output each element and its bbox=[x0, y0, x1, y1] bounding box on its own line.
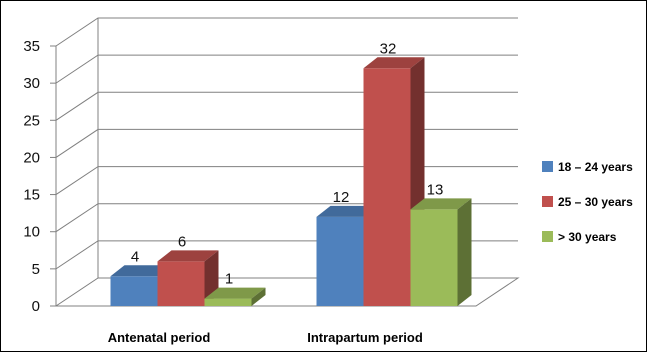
legend-entry-label: 18 – 24 years bbox=[558, 160, 633, 174]
legend-entry-label: 25 – 30 years bbox=[558, 195, 633, 209]
bar-top bbox=[110, 265, 172, 277]
bar-front bbox=[157, 261, 205, 306]
bar-front bbox=[363, 68, 411, 307]
bar bbox=[410, 198, 472, 306]
bar-side bbox=[457, 198, 472, 306]
bar-top bbox=[316, 205, 378, 217]
data-label: 6 bbox=[178, 233, 186, 250]
x-axis: Antenatal period Intrapartum period bbox=[108, 330, 423, 345]
gridline bbox=[55, 54, 518, 84]
bar-front bbox=[204, 298, 252, 306]
category-label: Antenatal period bbox=[108, 330, 211, 345]
y-tick-label: 25 bbox=[23, 112, 40, 129]
data-label: 1 bbox=[225, 271, 233, 288]
legend: 18 – 24 years 25 – 30 years > 30 years bbox=[542, 160, 633, 244]
gridline bbox=[55, 17, 518, 47]
category-label: Intrapartum period bbox=[307, 330, 423, 345]
y-axis: 0 5 10 15 20 25 30 35 bbox=[23, 38, 56, 315]
data-label: 4 bbox=[131, 248, 139, 265]
bar-front bbox=[316, 216, 364, 306]
bar bbox=[204, 287, 266, 306]
y-tick-label: 20 bbox=[23, 149, 40, 166]
y-tick-label: 5 bbox=[32, 261, 40, 278]
y-tick-label: 10 bbox=[23, 224, 40, 241]
bar-top bbox=[204, 287, 266, 299]
y-tick-label: 30 bbox=[23, 75, 40, 92]
bar-top bbox=[363, 57, 425, 69]
legend-entry-label: > 30 years bbox=[558, 230, 617, 244]
bar-top bbox=[157, 250, 219, 262]
bar bbox=[157, 250, 219, 306]
bar-top bbox=[410, 198, 472, 210]
bar-side bbox=[251, 287, 266, 306]
bars bbox=[110, 57, 472, 307]
data-label: 32 bbox=[380, 40, 397, 57]
legend-swatch bbox=[542, 231, 553, 242]
bar-front bbox=[410, 209, 458, 306]
y-tick-label: 35 bbox=[23, 38, 40, 55]
data-label: 13 bbox=[427, 181, 444, 198]
y-tick-label: 0 bbox=[32, 298, 40, 315]
legend-swatch bbox=[542, 161, 553, 172]
data-labels: 4 6 1 12 32 13 bbox=[131, 40, 444, 287]
legend-swatch bbox=[542, 196, 553, 207]
y-tick-label: 15 bbox=[23, 187, 40, 204]
bar-front bbox=[110, 276, 158, 306]
data-label: 12 bbox=[333, 189, 350, 206]
